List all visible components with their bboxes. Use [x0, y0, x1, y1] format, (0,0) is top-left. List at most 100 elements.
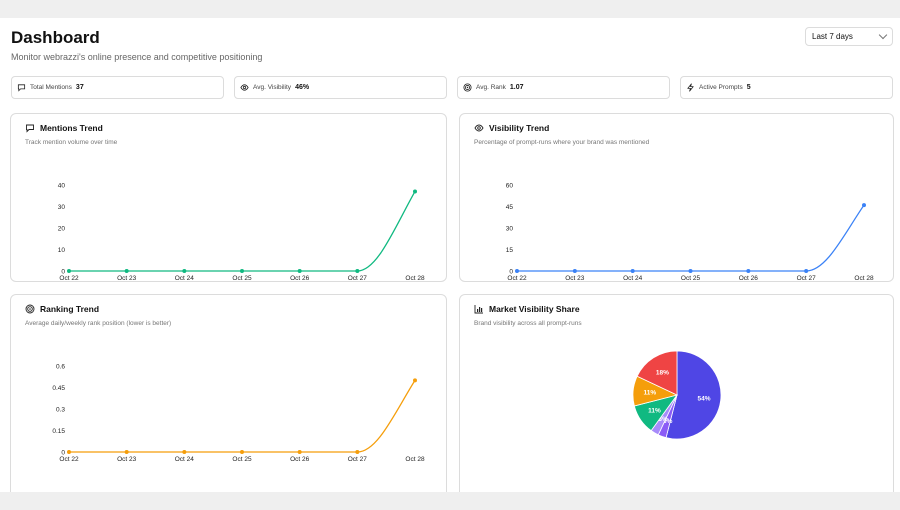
x-tick-label: Oct 22: [59, 275, 79, 282]
y-tick-label: 0.3: [56, 406, 65, 413]
x-tick-label: Oct 25: [681, 275, 701, 282]
x-tick-label: Oct 26: [290, 456, 310, 463]
stat-total-mentions: Total Mentions 37: [11, 76, 224, 99]
ranking-line-chart: 0 0.15 0.3 0.45 0.6 Oct 22 Oct 23 Oct 24 Oct 25 O…: [52, 363, 425, 463]
data-point: [515, 269, 519, 273]
mentions-line-chart: 0 10 20 30 40 Oct 22 Oct 23 Oct 24 Oct 25 Oct 26 O…: [58, 182, 425, 282]
eye-icon: [474, 123, 484, 133]
data-point: [355, 269, 360, 273]
x-tick-label: Oct 28: [405, 456, 425, 463]
series-line: [69, 191, 416, 272]
pie-slice: [636, 350, 678, 396]
data-point: [355, 450, 360, 454]
x-tick-label: Oct 26: [739, 275, 759, 282]
stat-value: 5: [746, 84, 751, 91]
x-tick-label: Oct 25: [232, 456, 252, 463]
y-tick-label: 0: [61, 268, 65, 275]
card-title: Ranking Trend: [40, 304, 100, 314]
x-tick-label: Oct 22: [507, 275, 527, 282]
x-tick-label: Oct 26: [290, 275, 310, 282]
data-point: [182, 269, 187, 273]
x-tick-label: Oct 22: [59, 456, 79, 463]
stat-label: Active Prompts: [699, 84, 743, 91]
data-point: [124, 450, 129, 454]
x-tick-label: Oct 23: [565, 275, 585, 282]
pie-slice-label: 3%: [663, 418, 673, 425]
visibility-line-chart: 0 15 30 45 60 Oct 22 Oct 23 Oct 24 Oct 25 Oct 26 O…: [506, 182, 874, 282]
data-point: [630, 269, 635, 273]
stat-label: Total Mentions: [30, 84, 72, 91]
series-line: [69, 379, 416, 453]
ranking-trend-card: Ranking Trend Average daily/weekly rank …: [10, 294, 447, 492]
data-point: [124, 269, 129, 273]
page-title: Dashboard: [11, 28, 100, 47]
card-title: Market Visibility Share: [489, 304, 580, 314]
y-tick-label: 20: [58, 225, 66, 232]
pie-slice-label: 54%: [698, 396, 711, 403]
y-tick-label: 0: [61, 449, 65, 456]
visibility-trend-card: Visibility Trend Percentage of prompt-ru…: [459, 113, 894, 282]
stat-avg-visibility: Avg. Visibility 46%: [234, 76, 447, 99]
pie-slice-label: 18%: [656, 369, 669, 376]
y-tick-label: 45: [506, 204, 514, 211]
pie-slice-label: 3%: [658, 416, 668, 423]
chevron-down-icon: [878, 30, 888, 40]
data-point: [746, 269, 751, 273]
data-point: [240, 450, 244, 454]
data-point: [67, 269, 71, 273]
card-description: Average daily/weekly rank position (lowe…: [25, 320, 172, 327]
x-tick-label: Oct 27: [348, 275, 368, 282]
market-share-pie-chart: 54%3%3%11%11%18%: [632, 350, 722, 440]
y-tick-label: 30: [506, 225, 514, 232]
data-point: [862, 203, 866, 208]
target-icon: [463, 83, 472, 92]
date-range-select[interactable]: Last 7 days: [805, 27, 893, 46]
card-description: Track mention volume over time: [25, 139, 118, 146]
data-point: [297, 450, 302, 454]
y-tick-label: 30: [58, 204, 66, 211]
stat-avg-rank: Avg. Rank 1.07: [457, 76, 670, 99]
x-tick-label: Oct 25: [232, 275, 252, 282]
stat-label: Avg. Visibility: [253, 84, 292, 91]
series-line: [517, 204, 865, 272]
y-tick-label: 0.6: [56, 363, 65, 370]
card-title: Visibility Trend: [489, 123, 550, 133]
x-tick-label: Oct 23: [117, 275, 137, 282]
y-tick-label: 0.15: [52, 428, 65, 435]
market-share-card: Market Visibility Share Brand visibility…: [459, 294, 894, 492]
bolt-icon: [686, 83, 695, 92]
data-point: [67, 450, 71, 454]
stat-value: 37: [75, 84, 84, 91]
data-point: [240, 269, 244, 273]
y-tick-label: 0: [509, 268, 513, 275]
x-tick-label: Oct 27: [348, 456, 368, 463]
stat-value: 46%: [295, 84, 310, 91]
card-description: Percentage of prompt-runs where your bra…: [474, 139, 650, 146]
x-tick-label: Oct 23: [117, 456, 137, 463]
stat-value: 1.07: [509, 84, 524, 91]
card-title: Mentions Trend: [40, 123, 103, 133]
data-point: [297, 269, 302, 273]
x-tick-label: Oct 24: [623, 275, 643, 282]
data-point: [572, 269, 577, 273]
message-icon: [25, 123, 35, 133]
stat-active-prompts: Active Prompts 5: [680, 76, 893, 99]
dashboard-page: Dashboard Monitor webrazzi's online pres…: [0, 18, 900, 492]
target-icon: [25, 304, 35, 314]
y-tick-label: 60: [506, 182, 514, 189]
data-point: [688, 269, 693, 273]
data-point: [182, 450, 187, 454]
pie-slice-label: 11%: [644, 390, 657, 397]
card-description: Brand visibility across all prompt-runs: [474, 320, 582, 327]
pie-slice-label: 11%: [648, 408, 661, 415]
x-tick-label: Oct 24: [175, 456, 195, 463]
y-tick-label: 0.45: [52, 385, 65, 392]
mentions-trend-card: Mentions Trend Track mention volume over…: [10, 113, 447, 282]
date-range-value: Last 7 days: [812, 32, 853, 41]
bar-chart-icon: [474, 304, 484, 314]
data-point: [413, 378, 417, 383]
data-point: [804, 269, 809, 273]
data-point: [413, 189, 417, 194]
eye-icon: [240, 83, 249, 92]
x-tick-label: Oct 28: [854, 275, 874, 282]
